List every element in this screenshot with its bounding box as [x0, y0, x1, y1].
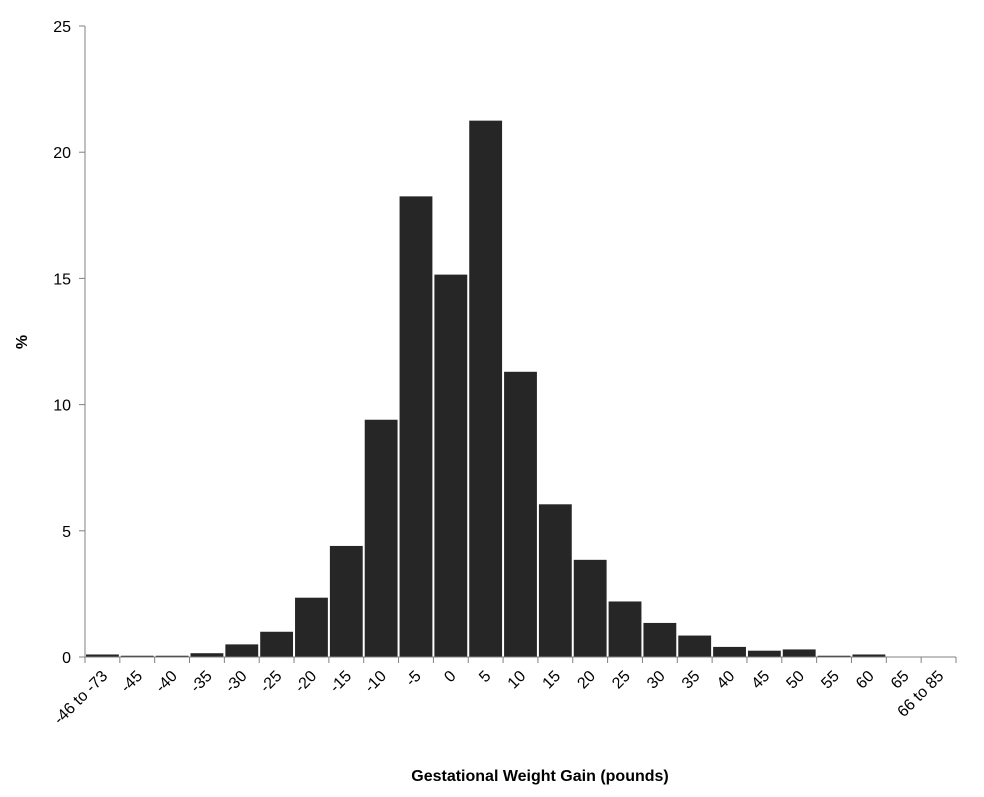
bar-6 [295, 597, 328, 657]
y-tick-label-1: 5 [62, 524, 71, 541]
bar-9 [399, 196, 433, 657]
x-tick-label-15: 25 [609, 668, 634, 693]
bar-5 [260, 631, 294, 657]
bar-12 [504, 371, 537, 657]
bar-21 [817, 655, 851, 657]
x-tick-label-2: -40 [153, 668, 181, 696]
bar-14 [573, 559, 607, 657]
x-tick-label-18: 40 [714, 668, 739, 693]
x-tick-label-4: -30 [222, 668, 250, 696]
bar-4 [225, 644, 259, 657]
bar-16 [643, 622, 677, 657]
x-tick-label-1: -45 [118, 668, 146, 696]
x-tick-label-23: 65 [888, 668, 913, 693]
y-tick-label-5: 25 [53, 19, 71, 36]
x-axis-title: Gestational Weight Gain (pounds) [411, 768, 668, 785]
x-tick-label-19: 45 [749, 668, 774, 693]
bar-15 [608, 601, 642, 657]
bar-8 [364, 419, 398, 657]
bar-10 [434, 274, 468, 657]
y-axis-title: % [14, 335, 31, 349]
bar-20 [782, 649, 816, 657]
x-tick-label-3: -35 [187, 668, 215, 696]
x-tick-label-9: -5 [403, 668, 425, 690]
bar-11 [469, 120, 503, 657]
x-tick-label-13: 15 [540, 668, 565, 693]
bar-17 [678, 635, 712, 657]
y-tick-label-4: 20 [53, 145, 71, 162]
x-tick-label-8: -10 [362, 668, 390, 696]
x-tick-label-22: 60 [853, 668, 878, 693]
bar-18 [713, 646, 746, 657]
y-tick-label-2: 10 [53, 398, 71, 415]
y-tick-label-0: 0 [62, 650, 71, 667]
y-tick-label-3: 15 [53, 271, 71, 288]
bars-layer [86, 120, 886, 657]
x-tick-label-20: 50 [783, 668, 808, 693]
x-tick-label-7: -15 [327, 668, 355, 696]
x-tick-label-12: 10 [505, 668, 530, 693]
x-tick-label-14: 20 [574, 668, 599, 693]
x-tick-label-17: 35 [679, 668, 704, 693]
x-tick-label-5: -25 [257, 668, 285, 696]
x-tick-label-11: 5 [476, 668, 494, 686]
x-tick-label-16: 30 [644, 668, 669, 693]
x-tick-label-0: -46 to -73 [51, 668, 112, 729]
bar-2 [155, 655, 189, 657]
bar-19 [747, 650, 781, 657]
axes-layer [79, 25, 957, 663]
bar-13 [538, 504, 572, 657]
x-tick-label-21: 55 [818, 668, 843, 693]
x-tick-label-10: 0 [441, 668, 459, 686]
bar-0 [86, 654, 119, 657]
bar-1 [120, 655, 154, 657]
bar-7 [329, 545, 363, 657]
bar-22 [852, 654, 886, 657]
x-tick-label-6: -20 [292, 668, 320, 696]
bar-3 [190, 653, 224, 657]
